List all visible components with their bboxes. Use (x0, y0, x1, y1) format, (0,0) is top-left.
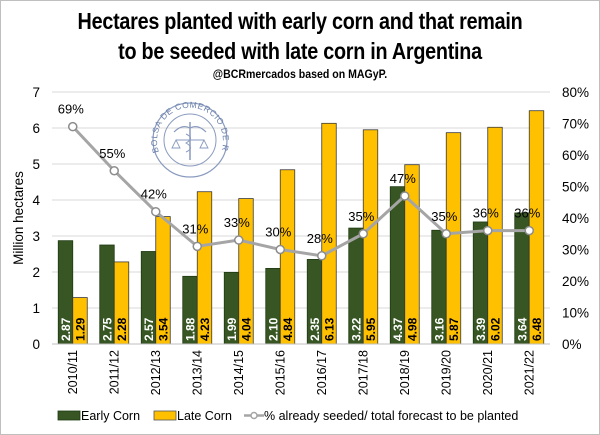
x-tick-label: 2012/13 (149, 350, 163, 395)
pct-label: 42% (141, 187, 167, 202)
pct-label: 30% (265, 225, 291, 240)
y2-tick-label: 80% (562, 85, 589, 100)
y2-tick-label: 50% (562, 180, 589, 195)
pct-label: 36% (473, 206, 499, 221)
y2-tick-label: 60% (562, 148, 589, 163)
y-tick-label: 0 (32, 337, 40, 352)
pct-label: 55% (99, 146, 125, 161)
gridlines (52, 91, 550, 309)
x-tick-label: 2020/21 (481, 350, 495, 395)
x-tick-label: 2019/20 (439, 350, 453, 395)
legend-label-late-corn: Late Corn (177, 409, 232, 423)
pct-marker (524, 225, 534, 236)
bar-label-late-corn: 4.98 (406, 317, 420, 341)
bar-label-early-corn: 4.37 (391, 317, 405, 341)
bar-label-late-corn: 6.13 (323, 317, 337, 341)
bar-late-corn (404, 164, 420, 345)
bar-label-early-corn: 2.57 (142, 317, 156, 341)
pct-label: 28% (307, 231, 333, 246)
bar-label-early-corn: 2.10 (267, 317, 281, 341)
x-tick-label: 2011/12 (107, 350, 121, 394)
bar-label-late-corn: 6.48 (530, 317, 544, 341)
pct-label: 35% (348, 209, 374, 224)
y2-tick-label: 70% (562, 117, 589, 132)
bar-late-corn (487, 126, 503, 345)
x-tick-label: 2021/22 (522, 350, 536, 395)
pct-marker (400, 191, 410, 201)
pct-label: 36% (514, 206, 540, 221)
bar-label-early-corn: 2.75 (101, 317, 115, 341)
pct-marker (483, 225, 493, 236)
y-tick-label: 4 (32, 193, 40, 208)
pct-label: 33% (224, 215, 250, 230)
bar-label-late-corn: 3.54 (157, 317, 171, 341)
pct-marker (68, 121, 78, 132)
legend: Early Corn Late Corn % already seeded/ t… (57, 409, 518, 423)
x-tick-label: 2018/19 (398, 350, 412, 395)
pct-marker (317, 251, 327, 261)
pct-label: 31% (182, 221, 208, 236)
bar-label-early-corn: 3.64 (516, 317, 530, 341)
bar-label-early-corn: 2.87 (59, 317, 73, 341)
bar-label-late-corn: 4.04 (240, 317, 254, 341)
bar-label-late-corn: 5.95 (364, 317, 378, 341)
bar-label-early-corn: 3.39 (474, 317, 488, 341)
x-tick-label: 2014/15 (232, 350, 246, 395)
bar-late-corn (445, 132, 462, 345)
pct-marker (109, 166, 119, 176)
legend-swatch-late-corn (153, 410, 177, 421)
y-tick-label: 7 (32, 85, 40, 100)
x-tick-label: 2015/16 (273, 350, 287, 395)
pct-marker (234, 235, 244, 245)
y-tick-label: 5 (32, 157, 40, 172)
bar-label-late-corn: 6.02 (489, 317, 503, 341)
bar-label-late-corn: 2.28 (115, 317, 129, 341)
legend-label-early-corn: Early Corn (81, 409, 140, 423)
bar-label-late-corn: 5.87 (447, 317, 461, 341)
pct-label: 35% (431, 209, 457, 224)
bar-label-early-corn: 3.16 (433, 317, 447, 341)
pct-marker (151, 206, 161, 217)
bar-label-early-corn: 2.35 (308, 317, 322, 341)
y2-tick-label: 10% (562, 306, 589, 321)
bcr-logo: BOLSA DE COMERCIO DE ROSARIO (149, 100, 231, 178)
pct-line-path (71, 125, 530, 258)
y-tick-label: 2 (32, 265, 40, 280)
pct-marker (192, 241, 202, 252)
y2-tick-label: 20% (562, 274, 589, 289)
bar-label-late-corn: 4.84 (281, 317, 295, 341)
y-axis-label: Million hectares (11, 171, 26, 265)
chart-title-line2: to be seeded with late corn in Argentina (118, 38, 482, 64)
pct-label: 47% (390, 171, 416, 186)
pct-marker (441, 229, 451, 239)
bar-label-early-corn: 1.88 (184, 317, 198, 341)
bar-label-early-corn: 3.22 (350, 317, 364, 341)
x-tick-label: 2017/18 (356, 350, 370, 395)
x-tick-label: 2016/17 (315, 350, 329, 395)
bar-label-late-corn: 4.23 (198, 317, 212, 341)
bar-label-late-corn: 1.29 (74, 317, 88, 341)
y-tick-label: 1 (32, 301, 40, 316)
bars: 2.87 1.29 2.75 2.28 2.57 3.54 1.88 4.23 1.99 4.04… (57, 110, 545, 345)
axes: 012345670%10%20%30%40%50%60%70%80%2010/1… (32, 85, 589, 395)
pct-label: 69% (58, 102, 84, 117)
legend-swatch-early-corn (57, 410, 81, 421)
y2-tick-label: 40% (562, 211, 589, 226)
bar-label-early-corn: 1.99 (225, 317, 239, 341)
y2-tick-label: 30% (562, 243, 589, 258)
chart-title-line1: Hectares planted with early corn and tha… (77, 8, 523, 34)
x-tick-label: 2013/14 (190, 350, 204, 395)
x-tick-label: 2010/11 (66, 350, 80, 394)
y2-tick-label: 0% (562, 337, 582, 352)
y-tick-label: 6 (32, 121, 40, 136)
pct-marker (358, 229, 368, 239)
y-tick-label: 3 (32, 229, 40, 244)
legend-label-pct: % already seeded/ total forecast to be p… (264, 409, 518, 423)
pct-line: 69% 55% 42% 31% 33% 30% 28% 35% 47% 35% 36% 36% (58, 102, 541, 261)
pct-marker (275, 244, 285, 255)
legend-marker-pct (250, 411, 258, 420)
chart-subtitle: @BCRmercados based on MAGyP. (212, 67, 388, 81)
